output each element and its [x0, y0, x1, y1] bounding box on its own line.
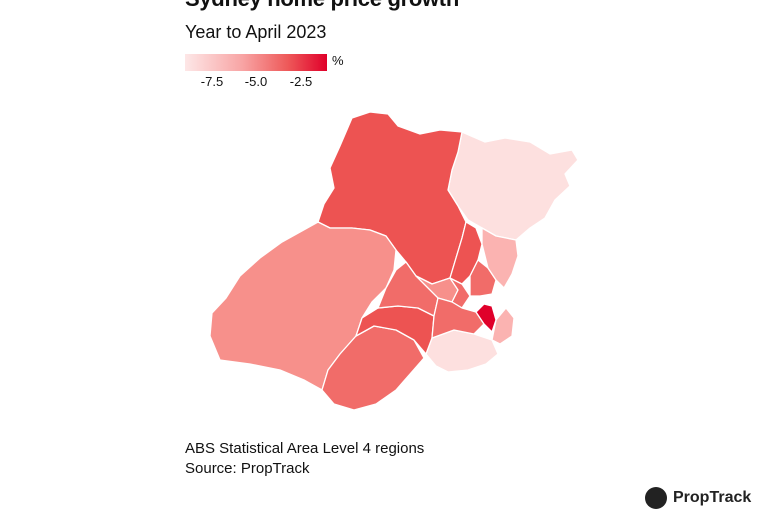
- map-region-baulkham-hills: [449, 221, 483, 285]
- logo-text: PropTrack: [673, 489, 752, 506]
- legend-tick: -5.0: [244, 74, 268, 89]
- map-region-sydney-inner-city: [475, 303, 497, 333]
- color-legend: % -7.5 -5.0 -2.5: [185, 52, 355, 92]
- choropleth-map: [209, 111, 579, 411]
- legend-tick: -2.5: [289, 74, 313, 89]
- map-region-eastern-suburbs: [491, 307, 515, 345]
- source-note: Source: PropTrack: [185, 460, 310, 477]
- map-title: Sydney home price growth: [185, 0, 459, 12]
- legend-tick: -7.5: [200, 74, 224, 89]
- legend-color-bar: [185, 54, 327, 71]
- map-region-northern-beaches: [481, 227, 519, 289]
- proptrack-logo: PropTrack: [645, 487, 751, 509]
- map-subtitle: Year to April 2023: [185, 22, 327, 42]
- region-note: ABS Statistical Area Level 4 regions: [185, 440, 425, 457]
- proptrack-logo-icon: [645, 487, 667, 509]
- map-region-ryde: [469, 259, 497, 297]
- legend-unit: %: [332, 53, 344, 68]
